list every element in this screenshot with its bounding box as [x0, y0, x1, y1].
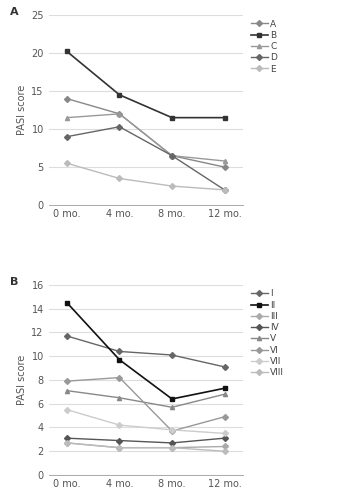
VI: [222, 414, 227, 420]
VIII: [222, 448, 227, 454]
III: [222, 444, 227, 450]
IV: [65, 435, 69, 441]
II: [170, 396, 174, 402]
D: [117, 124, 121, 130]
Y-axis label: PASI score: PASI score: [17, 355, 27, 405]
III: [170, 444, 174, 450]
V: [222, 391, 227, 397]
E: [222, 187, 227, 193]
VIII: [117, 444, 121, 450]
Line: II: II: [65, 300, 227, 401]
VII: [170, 427, 174, 433]
D: [65, 134, 69, 140]
IV: [222, 435, 227, 441]
VIII: [65, 440, 69, 446]
VI: [170, 428, 174, 434]
VII: [65, 406, 69, 412]
Line: III: III: [65, 441, 227, 450]
VI: [117, 374, 121, 380]
Legend: I, II, III, IV, V, VI, VII, VIII: I, II, III, IV, V, VI, VII, VIII: [251, 290, 284, 377]
VII: [117, 422, 121, 428]
C: [65, 114, 69, 120]
Line: VI: VI: [65, 376, 227, 433]
I: [170, 352, 174, 358]
Line: IV: IV: [65, 436, 227, 445]
Line: E: E: [65, 161, 227, 192]
Line: C: C: [65, 112, 227, 163]
C: [117, 111, 121, 117]
VII: [222, 430, 227, 436]
C: [222, 158, 227, 164]
E: [65, 160, 69, 166]
III: [65, 440, 69, 446]
E: [117, 176, 121, 182]
Line: I: I: [65, 334, 227, 369]
II: [222, 386, 227, 392]
Text: B: B: [10, 278, 18, 287]
II: [65, 300, 69, 306]
VIII: [170, 444, 174, 450]
Line: B: B: [65, 50, 227, 119]
B: [117, 92, 121, 98]
I: [222, 364, 227, 370]
Legend: A, B, C, D, E: A, B, C, D, E: [251, 20, 277, 74]
C: [170, 152, 174, 158]
Line: A: A: [65, 96, 227, 169]
V: [170, 404, 174, 410]
A: [65, 96, 69, 102]
I: [117, 348, 121, 354]
Y-axis label: PASI score: PASI score: [17, 85, 27, 135]
B: [222, 114, 227, 120]
IV: [117, 438, 121, 444]
I: [65, 333, 69, 339]
VI: [65, 378, 69, 384]
Text: A: A: [10, 8, 18, 18]
II: [117, 357, 121, 363]
Line: VIII: VIII: [65, 441, 227, 454]
Line: V: V: [65, 388, 227, 409]
V: [117, 395, 121, 401]
A: [170, 152, 174, 158]
A: [117, 111, 121, 117]
B: [170, 114, 174, 120]
A: [222, 164, 227, 170]
E: [170, 183, 174, 189]
D: [170, 152, 174, 158]
D: [222, 187, 227, 193]
III: [117, 444, 121, 450]
B: [65, 48, 69, 54]
Line: D: D: [65, 124, 227, 192]
V: [65, 388, 69, 394]
IV: [170, 440, 174, 446]
Line: VII: VII: [65, 408, 227, 436]
